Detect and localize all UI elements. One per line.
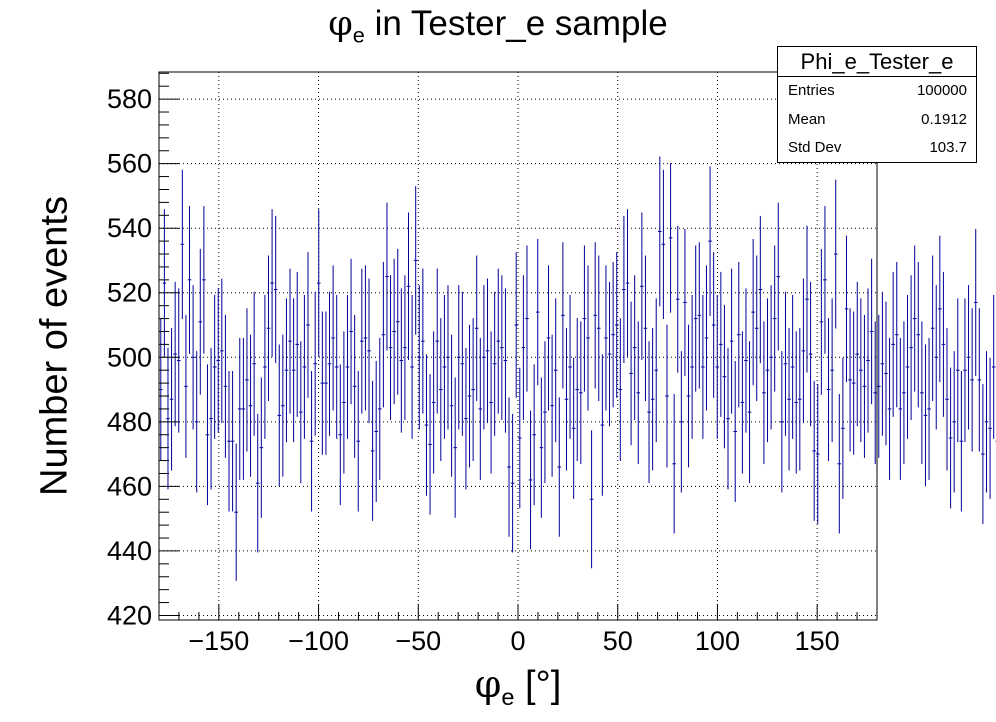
x-tick-label: −50	[395, 626, 441, 656]
x-axis-label: φe [°]	[474, 662, 562, 711]
y-tick-label: 540	[107, 213, 152, 243]
stats-row-stddev: Std Dev 103.7	[778, 134, 976, 163]
data-points	[159, 156, 996, 581]
stats-value: 0.1912	[921, 110, 967, 128]
y-tick-label: 460	[107, 471, 152, 501]
y-axis-label: Number of events	[33, 196, 76, 496]
stats-row-mean: Mean 0.1912	[778, 106, 976, 135]
stats-title: Phi_e_Tester_e	[778, 47, 976, 77]
y-tick-label: 440	[107, 536, 152, 566]
y-tick-label: 420	[107, 600, 152, 630]
chart-title: φe in Tester_e sample	[328, 4, 668, 48]
grid-lines	[159, 72, 877, 620]
x-tick-label: 50	[603, 626, 633, 656]
stats-value: 100000	[916, 82, 967, 99]
x-tick-label: −100	[288, 626, 349, 656]
stats-box: Phi_e_Tester_e Entries 100000 Mean 0.191…	[777, 46, 977, 163]
y-tick-label: 560	[107, 149, 152, 179]
stats-key: Std Dev	[788, 139, 842, 156]
x-tick-label: 150	[795, 626, 840, 656]
x-tick-label: 100	[695, 626, 740, 656]
x-tick-label: −150	[188, 626, 249, 656]
plot-frame	[158, 71, 878, 621]
axis-ticks	[159, 72, 858, 620]
y-tick-label: 580	[107, 84, 152, 114]
y-tick-label: 500	[107, 342, 152, 372]
y-tick-labels: 420 440 460 480 500 520 540 560 580	[107, 84, 152, 630]
x-tick-labels: −150 −100 −50 0 50 100 150	[188, 626, 839, 656]
stats-key: Entries	[788, 82, 835, 99]
x-tick-label: 0	[510, 626, 525, 656]
stats-row-entries: Entries 100000	[778, 77, 976, 106]
y-tick-label: 480	[107, 407, 152, 437]
y-tick-label: 520	[107, 278, 152, 308]
stats-value: 103.7	[929, 139, 967, 156]
stats-key: Mean	[788, 110, 826, 128]
